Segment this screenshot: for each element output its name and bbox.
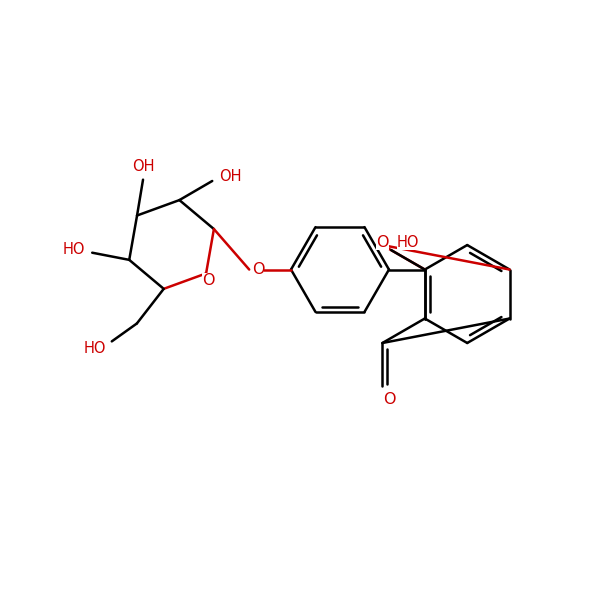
Text: O: O <box>383 392 396 407</box>
Text: O: O <box>202 273 215 288</box>
Text: O: O <box>376 235 389 250</box>
Text: HO: HO <box>63 242 86 257</box>
Text: HO: HO <box>84 341 106 356</box>
Text: OH: OH <box>132 159 154 174</box>
Text: OH: OH <box>219 169 241 184</box>
Text: O: O <box>252 262 265 277</box>
Text: HO: HO <box>397 235 419 250</box>
